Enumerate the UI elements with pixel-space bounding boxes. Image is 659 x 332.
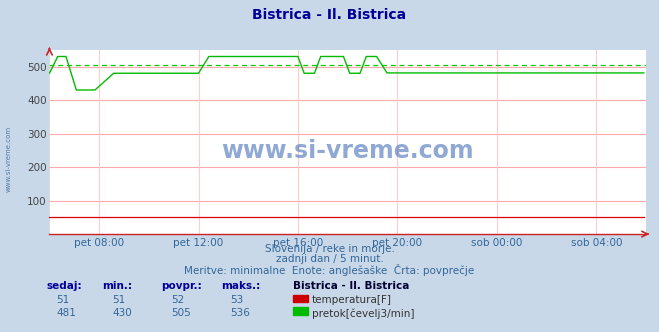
Text: Slovenija / reke in morje.: Slovenija / reke in morje. [264,244,395,254]
Text: zadnji dan / 5 minut.: zadnji dan / 5 minut. [275,254,384,264]
Text: www.si-vreme.com: www.si-vreme.com [5,126,11,193]
Text: 481: 481 [56,308,76,318]
Text: 536: 536 [231,308,250,318]
Text: www.si-vreme.com: www.si-vreme.com [221,139,474,163]
Text: 51: 51 [112,295,125,305]
Text: sedaj:: sedaj: [46,281,82,290]
Text: Meritve: minimalne  Enote: anglešaške  Črta: povprečje: Meritve: minimalne Enote: anglešaške Črt… [185,264,474,276]
Text: 51: 51 [56,295,69,305]
Text: 53: 53 [231,295,244,305]
Text: 430: 430 [112,308,132,318]
Text: maks.:: maks.: [221,281,260,290]
Text: temperatura[F]: temperatura[F] [312,295,391,305]
Text: 52: 52 [171,295,185,305]
Text: povpr.:: povpr.: [161,281,202,290]
Text: min.:: min.: [102,281,132,290]
Text: pretok[čevelj3/min]: pretok[čevelj3/min] [312,308,415,319]
Text: 505: 505 [171,308,191,318]
Text: Bistrica - Il. Bistrica: Bistrica - Il. Bistrica [252,8,407,22]
Text: Bistrica - Il. Bistrica: Bistrica - Il. Bistrica [293,281,410,290]
